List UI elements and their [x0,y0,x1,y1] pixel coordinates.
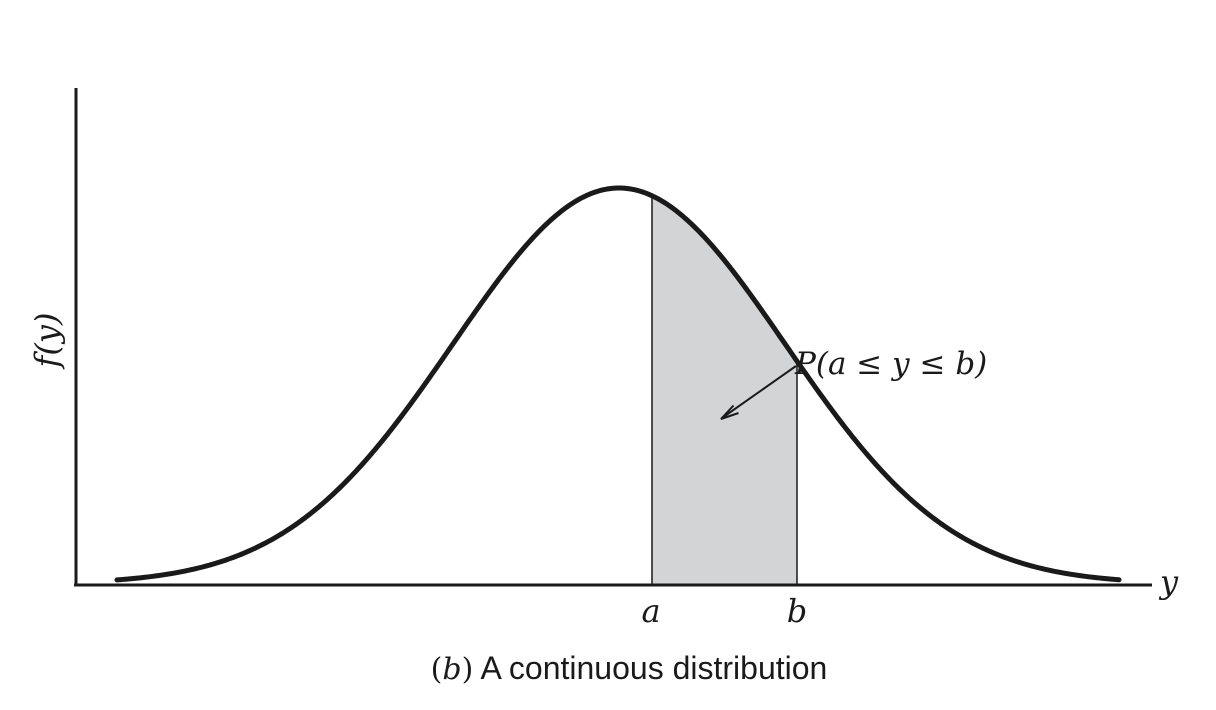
caption-tag-open: ( [431,652,443,687]
bound-a-label: a [641,592,660,630]
probability-shaded-region [652,196,797,584]
caption-tag-letter: b [442,652,461,687]
y-axis-label: f(y) [28,313,66,370]
caption-text: A continuous distribution [473,650,827,686]
density-curve [117,188,1119,580]
probability-label: P(a ≤ y ≤ b) [794,346,987,382]
x-axis-label: y [1158,563,1179,601]
caption-tag-close: ) [462,652,474,687]
bound-b-label: b [787,592,807,630]
figure-caption: (b) A continuous distribution [431,650,828,687]
